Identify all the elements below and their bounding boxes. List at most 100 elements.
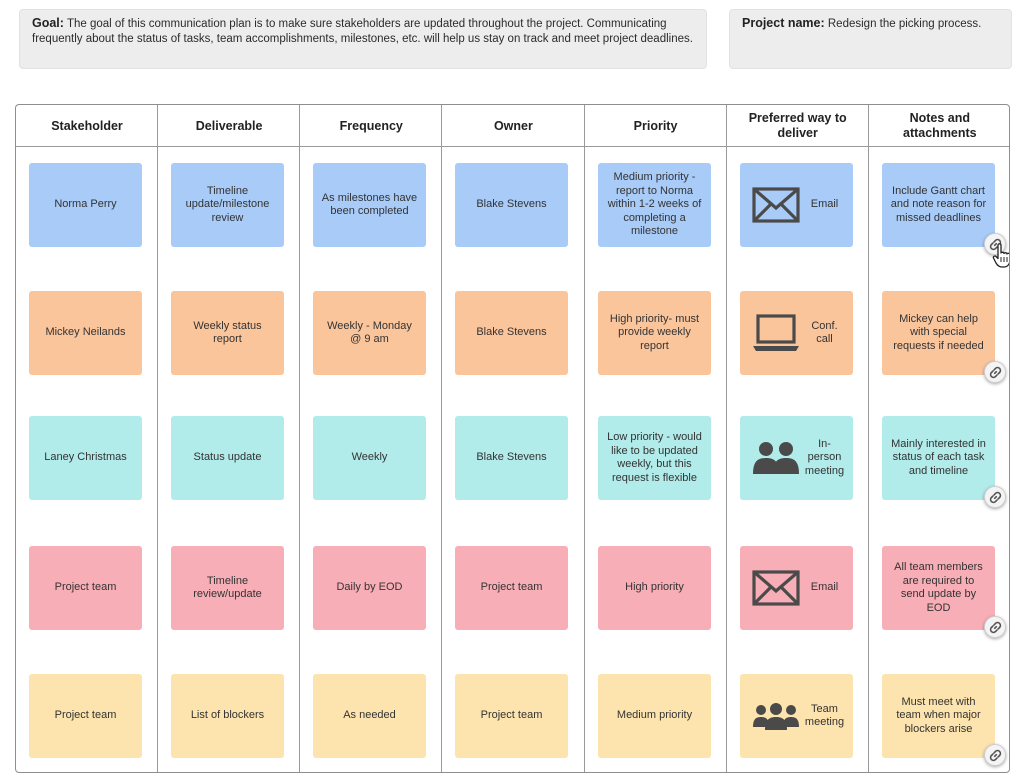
deliverable-text: Timeline update/milestone review	[185, 184, 270, 224]
owner-card[interactable]: Blake Stevens	[455, 416, 568, 500]
laptop-icon	[750, 313, 802, 353]
notes-card[interactable]: Mickey can help with special requests if…	[882, 291, 995, 375]
stakeholder-card[interactable]: Project team	[29, 546, 142, 630]
owner-card[interactable]: Blake Stevens	[455, 163, 568, 247]
frequency-text: As milestones have been completed	[321, 191, 418, 218]
delivery-method-card[interactable]: Conf. call	[740, 291, 853, 375]
deliverable-card[interactable]: Timeline review/update	[171, 546, 284, 630]
column-divider	[584, 105, 585, 772]
frequency-card[interactable]: Weekly	[313, 416, 426, 500]
notes-text: All team members are required to send up…	[894, 561, 983, 614]
owner-card[interactable]: Project team	[455, 546, 568, 630]
frequency-card[interactable]: Weekly - Monday @ 9 am	[313, 291, 426, 375]
delivery-method-label: Team meeting	[804, 702, 845, 729]
two-people-icon	[750, 441, 802, 475]
delivery-method-label: Email	[810, 198, 839, 211]
column-header-priority: Priority	[633, 118, 678, 133]
column-header-notes-and-attachments: Notes and attachments	[903, 111, 977, 140]
goal-label: Goal:	[32, 16, 64, 30]
frequency-text: Daily by EOD	[336, 581, 403, 594]
notes-card[interactable]: Mainly interested in status of each task…	[882, 416, 995, 500]
column-header-stakeholder: Stakeholder	[51, 118, 123, 133]
stakeholder-card[interactable]: Laney Christmas	[29, 416, 142, 500]
notes-card[interactable]: All team members are required to send up…	[882, 546, 995, 630]
attachment-link-button[interactable]	[984, 361, 1006, 383]
communication-plan-board: Stakeholder Deliverable Frequency Owner Prio…	[15, 104, 1010, 773]
priority-card[interactable]: Medium priority	[598, 674, 711, 758]
deliverable-text: Weekly status report	[193, 319, 262, 346]
stakeholder-card[interactable]: Norma Perry	[29, 163, 142, 247]
frequency-text: As needed	[343, 709, 396, 722]
notes-card[interactable]: Must meet with team when major blockers …	[882, 674, 995, 758]
frequency-card[interactable]: As milestones have been completed	[313, 163, 426, 247]
owner-card[interactable]: Blake Stevens	[455, 291, 568, 375]
deliverable-text: Timeline review/update	[193, 574, 262, 601]
delivery-method-card[interactable]: Email	[740, 546, 853, 630]
column-divider	[441, 105, 442, 772]
frequency-text: Weekly	[351, 451, 388, 464]
column-header-deliverable: Deliverable	[195, 118, 263, 133]
owner-text: Blake Stevens	[476, 326, 547, 339]
stakeholder-text: Laney Christmas	[44, 451, 127, 464]
notes-text: Mainly interested in status of each task…	[891, 437, 986, 477]
delivery-method-label: Conf. call	[811, 319, 838, 346]
link-icon	[989, 491, 1002, 504]
group-icon	[750, 701, 802, 731]
priority-text: Medium priority - report to Norma within…	[607, 171, 702, 238]
deliverable-text: Status update	[193, 451, 262, 464]
hand-pointer-cursor-icon	[992, 243, 1009, 268]
column-divider	[299, 105, 300, 772]
stakeholder-text: Project team	[54, 709, 117, 722]
envelope-icon	[750, 570, 802, 606]
owner-text: Project team	[480, 709, 543, 722]
project-name-text: Redesign the picking process.	[827, 18, 982, 30]
stakeholder-card[interactable]: Mickey Neilands	[29, 291, 142, 375]
column-header-row: Stakeholder Deliverable Frequency Owner Prio…	[16, 105, 1009, 147]
delivery-method-card[interactable]: Email	[740, 163, 853, 247]
delivery-method-card[interactable]: In-person meeting	[740, 416, 853, 500]
project-name-label: Project name:	[742, 16, 825, 30]
notes-card[interactable]: Include Gantt chart and note reason for …	[882, 163, 995, 247]
attachment-link-button[interactable]	[984, 233, 1006, 255]
link-icon	[989, 366, 1002, 379]
deliverable-card[interactable]: Weekly status report	[171, 291, 284, 375]
column-divider	[726, 105, 727, 772]
priority-card[interactable]: High priority	[598, 546, 711, 630]
column-header-owner: Owner	[493, 118, 533, 133]
attachment-link-button[interactable]	[984, 486, 1006, 508]
notes-text: Must meet with team when major blockers …	[896, 695, 981, 735]
priority-card[interactable]: High priority- must provide weekly repor…	[598, 291, 711, 375]
column-divider	[157, 105, 158, 772]
delivery-method-label: Email	[810, 581, 839, 594]
notes-text: Mickey can help with special requests if…	[893, 312, 984, 352]
attachment-link-button[interactable]	[984, 616, 1006, 638]
priority-text: High priority	[625, 581, 684, 594]
attachment-link-button[interactable]	[984, 744, 1006, 766]
column-header-preferred-way-to-deliver: Preferred way to deliver	[748, 111, 847, 140]
frequency-card[interactable]: As needed	[313, 674, 426, 758]
column-header-frequency: Frequency	[339, 118, 403, 133]
priority-card[interactable]: Medium priority - report to Norma within…	[598, 163, 711, 247]
delivery-method-card[interactable]: Team meeting	[740, 674, 853, 758]
priority-text: Low priority - would like to be updated …	[607, 431, 702, 484]
column-divider	[868, 105, 869, 772]
link-icon	[989, 749, 1002, 762]
deliverable-card[interactable]: Timeline update/milestone review	[171, 163, 284, 247]
owner-text: Project team	[480, 581, 543, 594]
project-name-box: Project name: Redesign the picking proce…	[729, 9, 1012, 69]
stakeholder-text: Norma Perry	[54, 198, 117, 211]
priority-text: High priority- must provide weekly repor…	[609, 312, 700, 352]
owner-text: Blake Stevens	[476, 198, 547, 211]
frequency-card[interactable]: Daily by EOD	[313, 546, 426, 630]
priority-text: Medium priority	[616, 709, 693, 722]
link-icon	[989, 621, 1002, 634]
deliverable-card[interactable]: List of blockers	[171, 674, 284, 758]
stakeholder-card[interactable]: Project team	[29, 674, 142, 758]
owner-card[interactable]: Project team	[455, 674, 568, 758]
deliverable-card[interactable]: Status update	[171, 416, 284, 500]
goal-text: The goal of this communication plan is t…	[32, 18, 693, 45]
priority-card[interactable]: Low priority - would like to be updated …	[598, 416, 711, 500]
owner-text: Blake Stevens	[476, 451, 547, 464]
frequency-text: Weekly - Monday @ 9 am	[327, 319, 412, 346]
stakeholder-text: Project team	[54, 581, 117, 594]
